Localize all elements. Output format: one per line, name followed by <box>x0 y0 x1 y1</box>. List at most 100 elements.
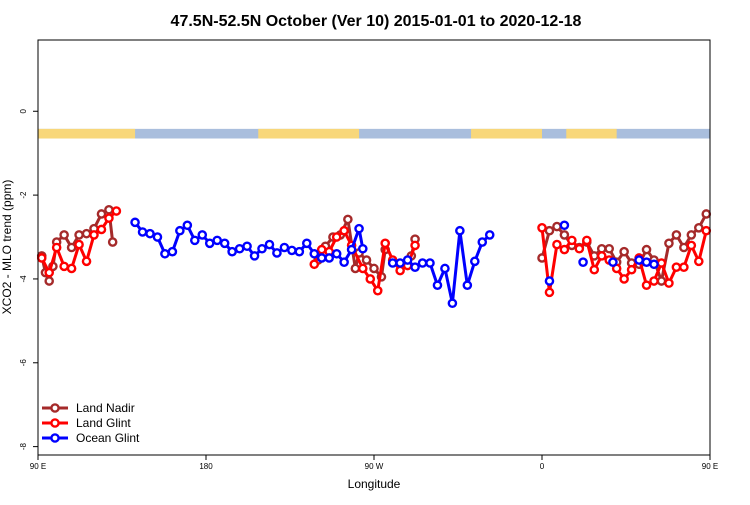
data-point <box>309 248 320 259</box>
data-point <box>152 232 163 242</box>
data-point <box>234 243 245 254</box>
data-point <box>544 225 555 236</box>
data-point <box>574 243 585 254</box>
data-point <box>350 263 361 274</box>
ocean-strip <box>38 128 710 139</box>
series-land-nadir <box>36 204 712 286</box>
data-point <box>36 253 47 263</box>
data-point <box>671 262 682 273</box>
data-point <box>701 209 712 219</box>
data-point <box>182 220 193 231</box>
data-point <box>649 259 659 270</box>
series-layer <box>36 204 712 309</box>
data-point <box>272 248 282 258</box>
x-axis-label: Longitude <box>348 477 401 491</box>
data-point <box>212 235 222 246</box>
data-point <box>537 222 547 233</box>
land-strip-segment <box>258 128 360 139</box>
data-point <box>204 238 215 249</box>
y-axis-label: XCO2 - MLO trend (ppm) <box>0 180 14 315</box>
data-point <box>287 245 297 256</box>
data-point <box>567 235 577 246</box>
data-point <box>160 248 170 259</box>
data-point <box>410 262 420 273</box>
data-point <box>249 251 260 261</box>
y-tick-label: 0 <box>19 108 28 113</box>
series-ocean-glint <box>130 217 659 309</box>
data-point <box>66 242 77 253</box>
data-point <box>544 276 555 286</box>
data-point <box>552 221 562 232</box>
data-point <box>167 246 178 257</box>
data-point <box>380 238 391 249</box>
data-point <box>227 246 237 257</box>
data-point <box>96 224 107 235</box>
data-point <box>324 253 335 263</box>
y-tick-label: -4 <box>19 275 28 283</box>
data-point <box>130 217 140 228</box>
data-point <box>484 230 495 240</box>
data-point <box>626 264 637 275</box>
data-point <box>656 276 667 286</box>
land-strip-segment <box>38 128 136 139</box>
data-point <box>301 238 312 249</box>
x-tick-label: 90 E <box>702 462 718 471</box>
data-point <box>111 206 122 216</box>
data-point <box>89 230 99 240</box>
data-point <box>354 223 364 234</box>
data-point <box>189 235 200 246</box>
series-land-glint <box>36 206 712 298</box>
data-point <box>257 243 267 254</box>
x-tick-label: 180 <box>199 462 213 471</box>
data-point <box>104 213 114 223</box>
data-point <box>339 225 349 236</box>
data-point <box>596 251 607 261</box>
data-point <box>477 237 488 247</box>
data-point <box>81 256 92 267</box>
data-point <box>671 230 682 240</box>
data-point <box>66 263 77 274</box>
data-point <box>619 246 629 257</box>
data-point <box>402 255 413 265</box>
data-point <box>694 222 704 233</box>
data-point <box>440 263 450 274</box>
data-point <box>395 265 405 276</box>
data-point <box>432 280 443 291</box>
data-point <box>686 230 697 240</box>
data-point <box>582 235 592 246</box>
data-point <box>357 263 368 274</box>
data-point <box>59 261 69 272</box>
data-point <box>559 220 570 231</box>
x-tick-label: 0 <box>540 462 545 471</box>
data-point <box>316 253 327 263</box>
data-point <box>649 276 659 286</box>
data-point <box>242 241 252 252</box>
data-point <box>447 298 458 309</box>
data-point <box>74 239 84 250</box>
data-point <box>44 267 55 278</box>
data-point <box>331 248 342 259</box>
legend-marker <box>50 403 60 413</box>
y-tick-label: -2 <box>19 191 28 199</box>
data-point <box>316 244 327 255</box>
data-point <box>679 262 689 273</box>
data-point <box>641 257 652 267</box>
data-point <box>664 278 674 288</box>
data-point <box>44 276 55 286</box>
x-tick-label: 90 E <box>30 462 46 471</box>
x-axis: 90 E 180 90 W 0 90 E <box>30 455 718 471</box>
data-point <box>51 242 62 253</box>
data-point <box>81 228 92 239</box>
data-point <box>219 238 230 249</box>
data-point <box>559 244 570 255</box>
data-point <box>74 230 84 240</box>
land-strip-segment <box>566 128 617 139</box>
data-point <box>137 227 148 237</box>
data-point <box>175 225 185 236</box>
data-point <box>369 263 379 274</box>
data-point <box>701 225 712 236</box>
legend-marker <box>50 433 60 443</box>
